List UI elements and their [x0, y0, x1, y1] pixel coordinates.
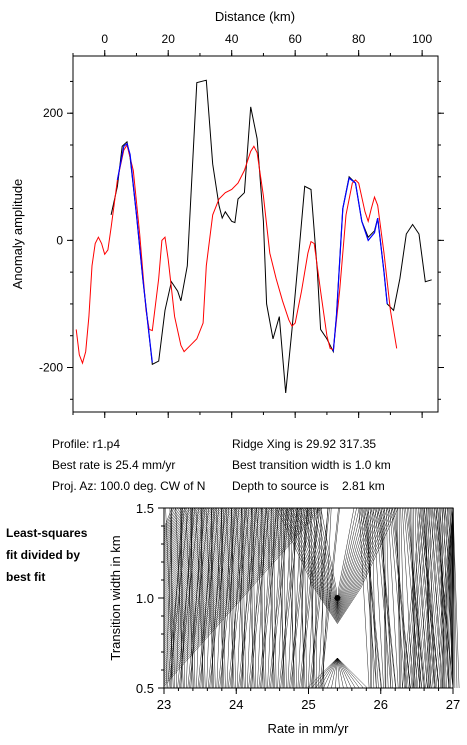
projection-azimuth-label: Proj. Az: 100.0 deg. CW of N	[52, 479, 206, 493]
misfit-chart: Rate in mm/yr Transition width in km 23 2…	[108, 501, 460, 736]
x-tick-label: 0	[101, 32, 108, 46]
x-tick-label: 80	[352, 32, 366, 46]
misfit-description-line: Least-squares	[6, 526, 88, 540]
ridge-crossing-label: Ridge Xing is 29.92 317.35	[232, 437, 377, 451]
y-tick-label: 0	[56, 233, 63, 247]
x-tick-label: 60	[288, 32, 302, 46]
transition-width-label: Best transition width is 1.0 km	[232, 458, 391, 472]
x-tick-label: 20	[162, 32, 176, 46]
misfit-x-tick-label: 26	[374, 697, 388, 712]
best-rate-label: Best rate is 25.4 mm/yr	[52, 458, 176, 472]
anomaly-ticks: 0 20 40 60 80 100 200 0 -200	[39, 32, 444, 418]
misfit-y-tick-label: 1.0	[136, 591, 154, 606]
anomaly-x-axis-title: Distance (km)	[215, 9, 295, 24]
misfit-contours	[163, 507, 460, 689]
misfit-description-line: best fit	[6, 570, 46, 584]
observed-anomaly-line	[110, 79, 432, 393]
y-tick-label: -200	[39, 361, 63, 375]
anomaly-y-axis-title: Anomaly amplitude	[10, 179, 25, 290]
misfit-x-axis-title: Rate in mm/yr	[268, 721, 350, 736]
misfit-ticks: 23 24 25 26 27 1.5 1.0 0.5	[136, 501, 460, 712]
misfit-y-tick-label: 0.5	[136, 681, 154, 696]
source-depth-label: Depth to source is 2.81 km	[232, 479, 385, 493]
misfit-description: Least-squares fit divided by best fit	[6, 522, 87, 588]
misfit-contour-lines	[163, 507, 460, 689]
misfit-y-axis-title: Transition width in km	[108, 535, 123, 660]
misfit-x-tick-label: 24	[229, 697, 243, 712]
misfit-x-tick-label: 23	[157, 697, 171, 712]
x-tick-label: 100	[412, 32, 432, 46]
misfit-description-line: fit divided by	[6, 548, 81, 562]
y-tick-label: 200	[43, 106, 63, 120]
best-fit-marker	[334, 595, 341, 601]
misfit-y-tick-label: 1.5	[136, 501, 154, 516]
anomaly-plot-frame	[72, 55, 439, 413]
anomaly-chart: Distance (km) Anomaly amplitude 0 20 40 60 8…	[10, 9, 444, 418]
fit-segment-line	[116, 142, 153, 363]
anomaly-series	[75, 79, 432, 393]
misfit-x-tick-label: 25	[301, 697, 315, 712]
fit-segment-line	[332, 177, 388, 352]
misfit-x-tick-label: 27	[446, 697, 460, 712]
x-tick-label: 40	[225, 32, 239, 46]
model-anomaly-line	[75, 143, 398, 365]
profile-label: Profile: r1.p4	[52, 437, 121, 451]
